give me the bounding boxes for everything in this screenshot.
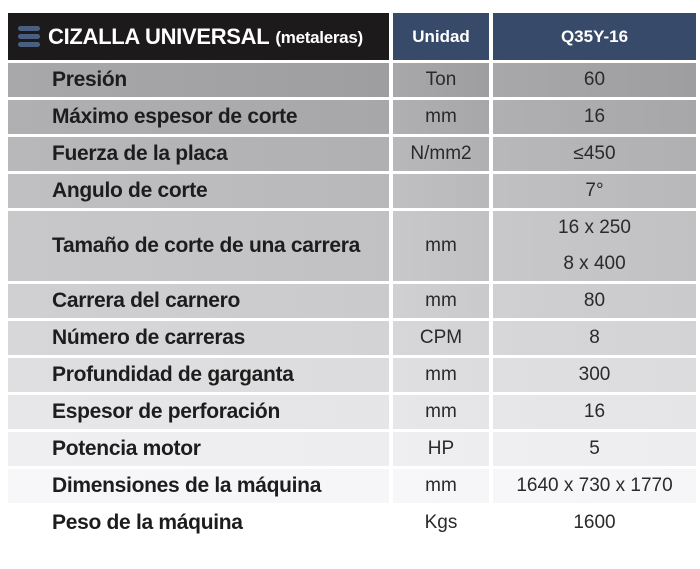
spec-unit: CPM <box>393 321 489 355</box>
spec-unit: mm <box>393 469 489 503</box>
spec-unit: mm <box>393 211 489 281</box>
table-row: Carrera del carnero mm 80 <box>8 284 696 318</box>
spec-value: 300 <box>493 358 696 392</box>
spec-value: 1600 <box>493 506 696 540</box>
model-header: Q35Y-16 <box>493 13 696 60</box>
value-line-1: 16 x 250 <box>558 217 631 238</box>
table-subtitle: (metaleras) <box>275 28 363 47</box>
value-text: 8 <box>589 327 600 348</box>
table-row: Presión Ton 60 <box>8 63 696 97</box>
spec-table: CIZALLA UNIVERSAL (metaleras) Unidad Q35… <box>8 13 696 543</box>
table-row: Angulo de corte 7° <box>8 174 696 208</box>
menu-icon <box>18 26 40 47</box>
value-text: 1640 x 730 x 1770 <box>516 475 673 496</box>
spec-label: Número de carreras <box>8 321 389 355</box>
table-row: Fuerza de la placa N/mm2 ≤450 <box>8 137 696 171</box>
value-text: 60 <box>583 69 606 90</box>
spec-value: 16 <box>493 395 696 429</box>
spec-value: 8 <box>493 321 696 355</box>
spec-label: Presión <box>8 63 389 97</box>
spec-unit: Ton <box>393 63 489 97</box>
value-text: 1600 <box>573 512 616 533</box>
spec-label: Potencia motor <box>8 432 389 466</box>
table-title: CIZALLA UNIVERSAL <box>48 23 270 49</box>
table-row: Espesor de perforación mm 16 <box>8 395 696 429</box>
spec-unit: Kgs <box>393 506 489 540</box>
spec-value: 60 <box>493 63 696 97</box>
spec-label: Angulo de corte <box>8 174 389 208</box>
table-title-cell: CIZALLA UNIVERSAL (metaleras) <box>8 13 389 60</box>
spec-unit: mm <box>393 100 489 134</box>
spec-label: Máximo espesor de corte <box>8 100 389 134</box>
table-row: Máximo espesor de corte mm 16 <box>8 100 696 134</box>
value-line-2: 8 x 400 <box>563 253 626 274</box>
spec-unit: mm <box>393 395 489 429</box>
spec-value: 16 <box>493 100 696 134</box>
table-row: Tamaño de corte de una carrera mm 16 x 2… <box>8 211 696 281</box>
spec-label: Profundidad de garganta <box>8 358 389 392</box>
unit-header: Unidad <box>393 13 489 60</box>
table-row: Peso de la máquina Kgs 1600 <box>8 506 696 540</box>
spec-unit: HP <box>393 432 489 466</box>
spec-label: Fuerza de la placa <box>8 137 389 171</box>
spec-value: 80 <box>493 284 696 318</box>
value-text: 5 <box>589 438 600 459</box>
spec-label: Carrera del carnero <box>8 284 389 318</box>
spec-value: 1640 x 730 x 1770 <box>493 469 696 503</box>
table-row: Dimensiones de la máquina mm 1640 x 730 … <box>8 469 696 503</box>
value-text: 300 <box>578 364 611 385</box>
spec-unit: N/mm2 <box>393 137 489 171</box>
value-text: ≤450 <box>573 143 616 164</box>
value-text: 80 <box>583 290 606 311</box>
value-text: 16 <box>583 106 606 127</box>
spec-value: ≤450 <box>493 137 696 171</box>
spec-label: Tamaño de corte de una carrera <box>8 211 389 281</box>
table-row: Potencia motor HP 5 <box>8 432 696 466</box>
spec-unit <box>393 174 489 208</box>
spec-label: Dimensiones de la máquina <box>8 469 389 503</box>
value-text: 7° <box>585 180 604 201</box>
spec-unit: mm <box>393 358 489 392</box>
spec-label: Espesor de perforación <box>8 395 389 429</box>
spec-value: 5 <box>493 432 696 466</box>
table-row: Número de carreras CPM 8 <box>8 321 696 355</box>
spec-value: 16 x 250 8 x 400 <box>493 211 696 281</box>
spec-value: 7° <box>493 174 696 208</box>
table-header: CIZALLA UNIVERSAL (metaleras) Unidad Q35… <box>8 13 696 60</box>
spec-unit: mm <box>393 284 489 318</box>
table-row: Profundidad de garganta mm 300 <box>8 358 696 392</box>
value-text: 16 <box>583 401 606 422</box>
spec-label: Peso de la máquina <box>8 506 389 540</box>
